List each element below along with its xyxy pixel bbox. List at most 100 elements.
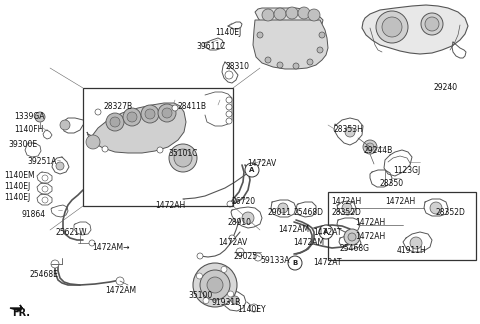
Circle shape bbox=[162, 108, 172, 118]
Circle shape bbox=[226, 111, 232, 117]
Polygon shape bbox=[10, 305, 22, 311]
Circle shape bbox=[51, 260, 59, 268]
Text: 1472AV: 1472AV bbox=[218, 238, 247, 247]
Circle shape bbox=[225, 71, 233, 79]
Circle shape bbox=[42, 197, 48, 203]
Text: 25468D: 25468D bbox=[293, 208, 323, 217]
Text: 39611C: 39611C bbox=[196, 42, 226, 51]
Circle shape bbox=[366, 143, 374, 151]
Text: 1472AV: 1472AV bbox=[247, 159, 276, 168]
Circle shape bbox=[363, 140, 377, 154]
Circle shape bbox=[382, 17, 402, 37]
Polygon shape bbox=[255, 8, 323, 33]
Text: 29244B: 29244B bbox=[363, 146, 392, 155]
Circle shape bbox=[174, 149, 192, 167]
Circle shape bbox=[421, 13, 443, 35]
Text: 1472AT: 1472AT bbox=[313, 258, 341, 267]
Circle shape bbox=[226, 118, 232, 124]
Circle shape bbox=[410, 237, 422, 249]
Text: 91864: 91864 bbox=[22, 210, 46, 219]
Text: 1472AM→: 1472AM→ bbox=[92, 243, 130, 252]
Text: 59133A: 59133A bbox=[260, 256, 289, 265]
Text: 29240: 29240 bbox=[434, 83, 458, 92]
Text: 28352D: 28352D bbox=[435, 208, 465, 217]
Circle shape bbox=[203, 297, 209, 304]
Circle shape bbox=[319, 32, 325, 38]
Circle shape bbox=[262, 9, 274, 21]
Circle shape bbox=[116, 277, 124, 285]
Circle shape bbox=[169, 144, 197, 172]
Polygon shape bbox=[87, 103, 186, 153]
Circle shape bbox=[141, 105, 159, 123]
Circle shape bbox=[197, 253, 203, 259]
Circle shape bbox=[158, 104, 176, 122]
Text: 1472AH: 1472AH bbox=[355, 218, 385, 227]
Text: 28352D: 28352D bbox=[331, 208, 361, 217]
Text: 41911H: 41911H bbox=[397, 246, 427, 255]
Text: 1140EM: 1140EM bbox=[4, 171, 35, 180]
Text: 1339GA: 1339GA bbox=[14, 112, 45, 121]
Circle shape bbox=[274, 8, 286, 20]
Circle shape bbox=[106, 113, 124, 131]
Circle shape bbox=[245, 163, 259, 177]
Text: B: B bbox=[292, 260, 298, 266]
Circle shape bbox=[317, 47, 323, 53]
Circle shape bbox=[254, 253, 262, 261]
Circle shape bbox=[430, 202, 442, 214]
Circle shape bbox=[298, 7, 310, 19]
Text: 1140EJ: 1140EJ bbox=[4, 182, 30, 191]
Circle shape bbox=[250, 304, 258, 312]
Text: 35101C: 35101C bbox=[168, 149, 197, 158]
Text: 1472AM: 1472AM bbox=[278, 225, 309, 234]
Circle shape bbox=[110, 117, 120, 127]
Text: 1123GJ: 1123GJ bbox=[393, 166, 420, 175]
Circle shape bbox=[227, 201, 233, 207]
Text: 1140EY: 1140EY bbox=[237, 305, 265, 314]
Text: 1140EJ: 1140EJ bbox=[4, 193, 30, 202]
Circle shape bbox=[207, 277, 223, 293]
Circle shape bbox=[308, 9, 320, 21]
Circle shape bbox=[95, 109, 101, 115]
Circle shape bbox=[265, 57, 271, 63]
Circle shape bbox=[425, 17, 439, 31]
Circle shape bbox=[277, 62, 283, 68]
Text: FR.: FR. bbox=[12, 308, 30, 318]
Circle shape bbox=[293, 63, 299, 69]
Text: A: A bbox=[249, 167, 255, 173]
Text: 1472AH: 1472AH bbox=[355, 232, 385, 241]
Text: 26720: 26720 bbox=[232, 197, 256, 206]
Text: A: A bbox=[324, 229, 329, 235]
Text: 91931B: 91931B bbox=[212, 298, 241, 307]
Circle shape bbox=[286, 7, 298, 19]
Text: 28353H: 28353H bbox=[333, 125, 363, 134]
Bar bbox=[83, 88, 233, 206]
Text: 1472AM: 1472AM bbox=[293, 238, 324, 247]
Circle shape bbox=[42, 186, 48, 192]
Circle shape bbox=[226, 97, 232, 103]
Circle shape bbox=[236, 248, 244, 256]
Circle shape bbox=[344, 229, 360, 245]
Circle shape bbox=[172, 105, 178, 111]
Circle shape bbox=[319, 225, 333, 239]
Circle shape bbox=[193, 263, 237, 307]
Circle shape bbox=[56, 162, 64, 170]
Text: 25468E: 25468E bbox=[30, 270, 59, 279]
Text: 1472AH: 1472AH bbox=[385, 197, 415, 206]
Circle shape bbox=[348, 233, 356, 241]
Text: 1472AM: 1472AM bbox=[105, 286, 136, 295]
Circle shape bbox=[35, 112, 45, 122]
Circle shape bbox=[221, 266, 227, 272]
Circle shape bbox=[127, 112, 137, 122]
Circle shape bbox=[342, 203, 352, 213]
Circle shape bbox=[123, 108, 141, 126]
Circle shape bbox=[278, 203, 288, 213]
Text: 1472AT: 1472AT bbox=[313, 228, 341, 237]
Polygon shape bbox=[362, 5, 468, 54]
Text: 28910: 28910 bbox=[228, 218, 252, 227]
Circle shape bbox=[226, 104, 232, 110]
Circle shape bbox=[89, 240, 95, 246]
Text: 25621W: 25621W bbox=[55, 228, 86, 237]
Circle shape bbox=[145, 109, 155, 119]
Text: 25468G: 25468G bbox=[340, 244, 370, 253]
Text: 28327B: 28327B bbox=[103, 102, 132, 111]
